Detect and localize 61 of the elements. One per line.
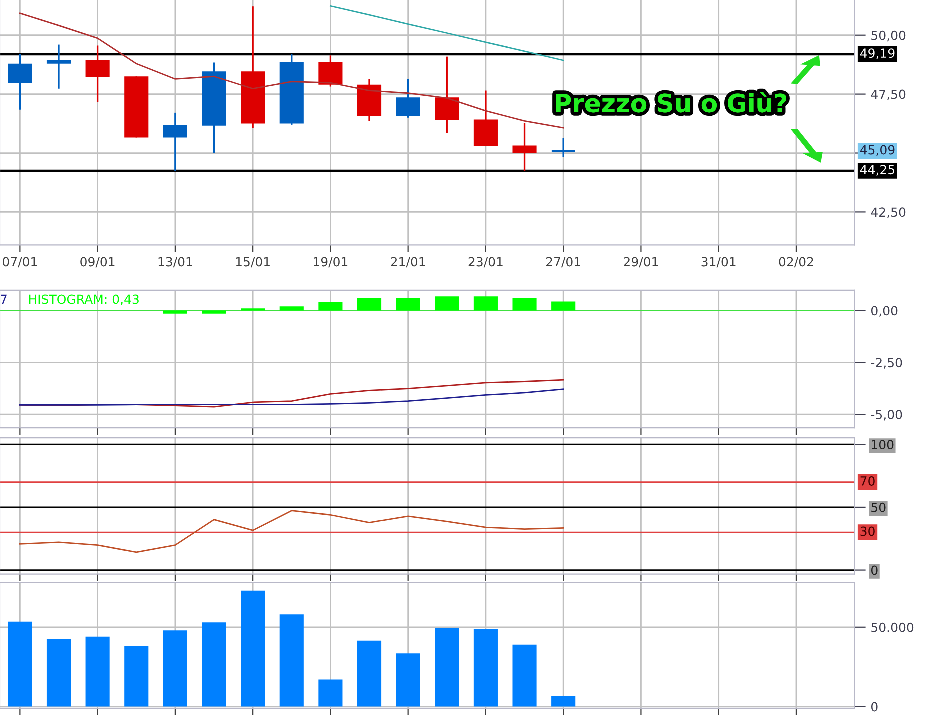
bar [124,646,149,707]
ref-line-label: 44,25 [860,165,895,176]
candlestick [46,44,72,90]
x-tick-label: 29/01 [624,257,658,268]
y-tick-label: 0 [871,702,878,712]
bar [241,590,266,707]
y-tick-label: 47,50 [871,90,906,101]
bar [474,628,498,707]
candlestick [550,138,576,158]
x-tick-label: 02/02 [779,257,814,268]
y-tick-label: 42,50 [871,208,906,218]
ref-line-label: 49,19 [860,48,895,60]
bar [86,636,110,707]
x-tick-label: 09/01 [80,257,115,268]
bar [202,310,226,314]
y-tick-label: -2,50 [871,358,902,369]
line-series [330,5,564,62]
bar [435,296,460,311]
line-series [19,388,564,406]
y-tick-label: 50,00 [872,30,906,42]
ref-line-label: 70 [860,476,875,486]
x-tick-label: 19/01 [314,257,348,268]
x-tick-label: 21/01 [391,257,426,268]
ref-line-label: 30 [860,526,875,536]
x-tick-label: 27/01 [546,257,580,268]
bar [357,640,382,707]
bar [552,696,576,707]
annotation: Prezzo Su o Giù? [556,92,786,113]
bar [318,680,343,707]
bar [202,622,226,707]
bar [396,654,420,707]
bar [435,628,460,707]
y-tick-label: 0 [871,566,878,576]
y-tick-label: 50 [872,502,886,512]
text: 45,09 [860,145,895,156]
x-tick-label: 23/01 [468,257,503,268]
bar [396,298,420,311]
candlestick [512,122,537,172]
bar [163,310,188,314]
x-tick-label: 07/01 [2,257,38,268]
line-series [19,510,564,554]
x-tick-label: 13/01 [158,257,192,268]
bar [357,298,382,311]
bar [163,630,188,707]
y-tick-label: 100 [872,440,894,450]
bar [280,614,304,707]
bar [512,298,537,311]
y-tick-label: 0,00 [871,306,898,317]
annotation: HISTOGRAM: 0,43 [29,294,139,306]
bar [280,306,304,311]
x-tick-label: 15/01 [236,257,270,268]
bar [474,296,498,311]
bar [8,622,32,707]
bar [318,302,343,311]
bar [512,644,537,707]
bar [46,639,72,707]
x-tick-label: 31/01 [702,257,736,268]
y-tick-label: -5,00 [871,410,902,421]
bar [552,302,576,311]
annotation: 7 [1,294,7,304]
y-tick-label: 50.000 [872,622,914,632]
